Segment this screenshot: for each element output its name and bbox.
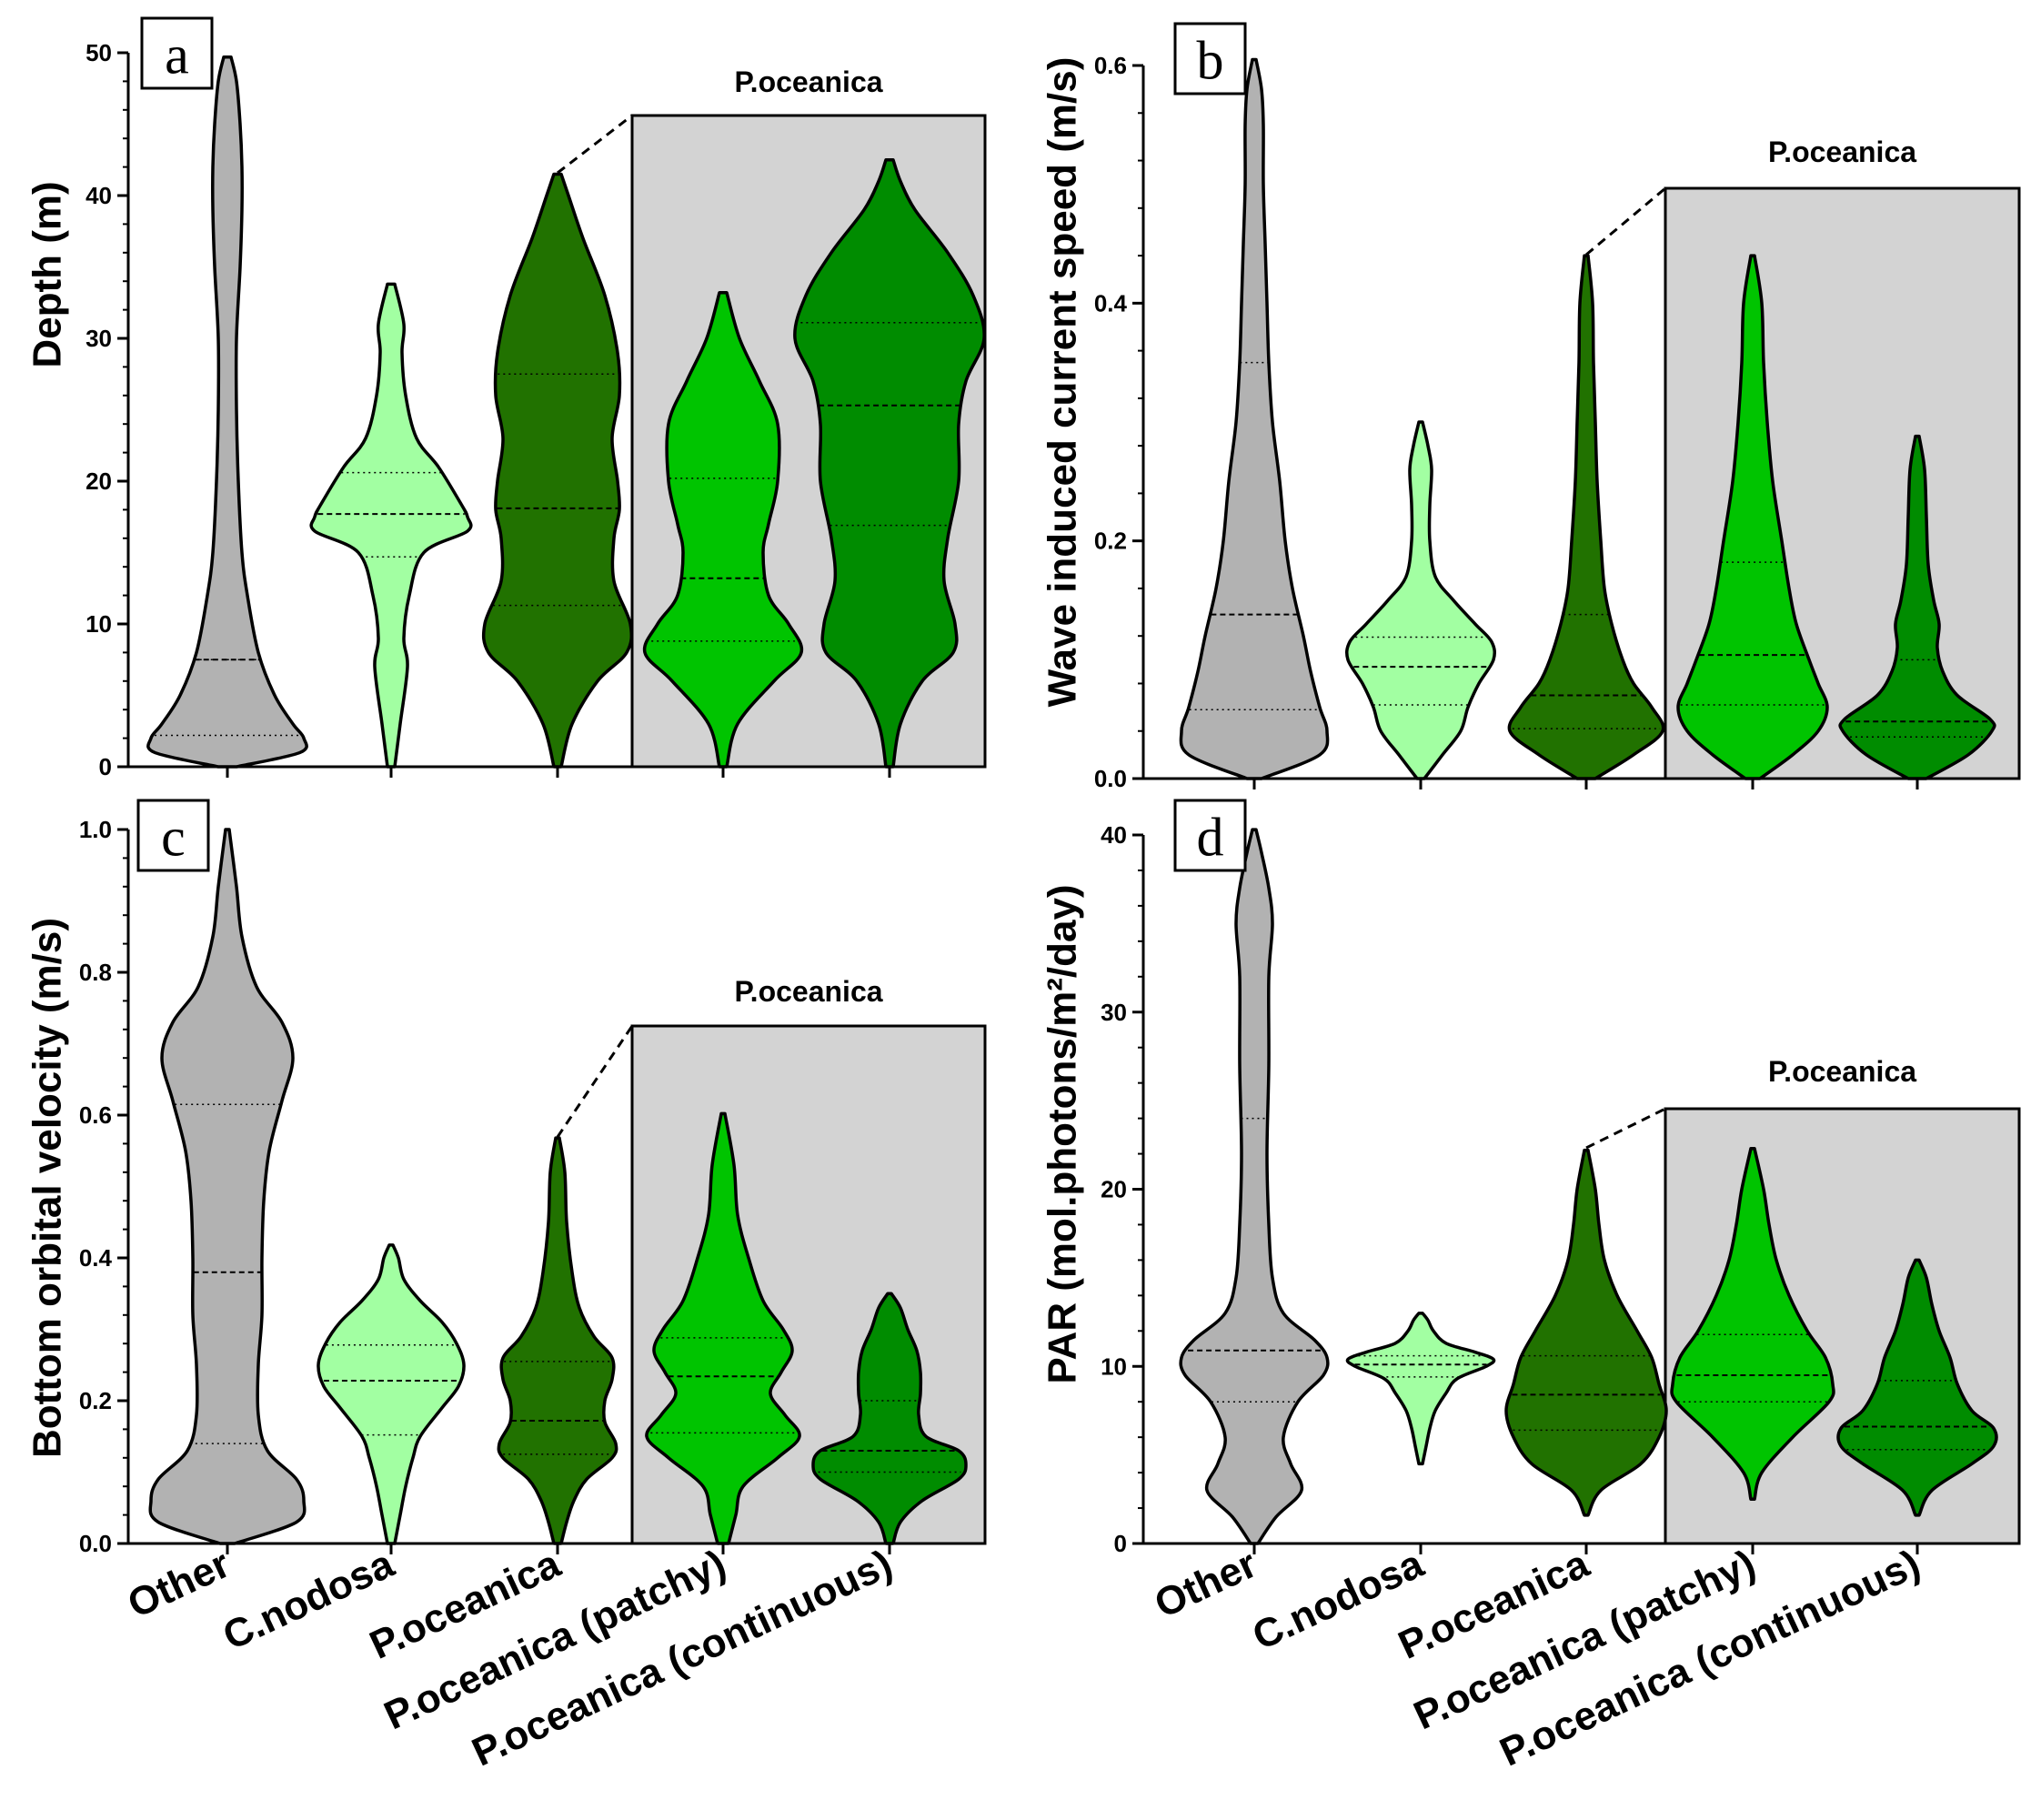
panel-b: Wave induced current speed (m/s) P.ocean…: [1041, 22, 2021, 792]
violin-a-0: [146, 55, 308, 769]
ylabel-b: Wave induced current speed (m/s): [1041, 57, 1085, 708]
violin-c-1: [317, 1243, 466, 1545]
xtick-label-c-0: Other: [121, 1542, 236, 1627]
inset-connector-b: [1585, 186, 1666, 256]
violin-b-1: [1344, 420, 1497, 780]
inset-title-d: P.oceanica: [1768, 1055, 1916, 1088]
ytick-label-c-4: 0.8: [79, 959, 112, 986]
ytick-label-d-1: 10: [1101, 1352, 1127, 1380]
violin-d-3: [1670, 1146, 1835, 1502]
ytick-label-d-0: 0: [1114, 1530, 1127, 1557]
panel-letter-d: d: [1197, 808, 1224, 868]
violin-d-2: [1504, 1148, 1668, 1517]
ytick-label-c-3: 0.6: [79, 1101, 112, 1129]
violin-a-4: [793, 158, 986, 769]
ytick-label-d-4: 40: [1101, 821, 1127, 849]
panel-letter-box-b: [1173, 22, 1247, 96]
panel-a: Depth (m) P.oceanica 0 10 20 30 40 50 a: [25, 16, 987, 780]
panel-letter-box-a: [140, 16, 214, 90]
ytick-label-b-3: 0.6: [1094, 52, 1127, 79]
ylabel-a: Depth (m): [25, 181, 70, 367]
panel-letter-c: c: [161, 808, 186, 868]
violin-d-0: [1179, 828, 1330, 1545]
inset-title-b: P.oceanica: [1768, 136, 1916, 168]
ytick-label-d-3: 30: [1101, 999, 1127, 1026]
violin-b-4: [1838, 434, 1996, 780]
violin-a-2: [481, 172, 634, 769]
violin-b-0: [1179, 57, 1330, 780]
ytick-label-d-2: 20: [1101, 1176, 1127, 1203]
panel-letter-box-d: [1173, 799, 1247, 872]
violin-b-3: [1676, 254, 1829, 780]
ytick-label-b-1: 0.2: [1094, 528, 1127, 555]
violin-a-1: [309, 282, 473, 769]
violin-d-1: [1345, 1312, 1496, 1466]
violin-c-3: [645, 1111, 801, 1545]
violin-d-4: [1836, 1258, 1998, 1517]
ytick-label-a-1: 10: [85, 610, 112, 638]
ytick-label-c-1: 0.2: [79, 1387, 112, 1414]
ytick-label-a-2: 20: [85, 468, 112, 495]
ytick-label-c-5: 1.0: [79, 816, 112, 843]
inset-connector-d: [1585, 1107, 1666, 1150]
panel-letter-b: b: [1197, 31, 1224, 91]
violin-b-2: [1507, 254, 1665, 780]
panel-c: Bottom orbital velocity (m/s) P.oceanica…: [25, 799, 987, 1557]
ylabel-d: PAR (mol.photons/m²/day): [1041, 884, 1085, 1383]
ytick-label-a-5: 50: [85, 39, 112, 66]
ytick-label-a-0: 0: [99, 753, 112, 780]
ytick-label-b-0: 0.0: [1094, 765, 1127, 792]
ytick-label-c-0: 0.0: [79, 1530, 112, 1557]
ytick-label-b-2: 0.4: [1094, 289, 1128, 317]
violin-c-0: [148, 828, 307, 1545]
panel-d: PAR (mol.photons/m²/day) P.oceanica 0 10 20…: [1041, 799, 2021, 1557]
xtick-label-d-0: Other: [1148, 1542, 1263, 1627]
violin-c-4: [811, 1292, 968, 1545]
ytick-label-c-2: 0.4: [79, 1244, 113, 1272]
ytick-label-a-4: 40: [85, 182, 112, 209]
panel-letter-box-c: [136, 799, 210, 872]
inset-title-c: P.oceanica: [734, 975, 882, 1008]
inset-title-a: P.oceanica: [734, 65, 882, 98]
panel-letter-a: a: [165, 25, 189, 85]
inset-connector-c: [556, 1025, 634, 1138]
ylabel-c: Bottom orbital velocity (m/s): [25, 918, 70, 1458]
violin-a-3: [642, 291, 804, 769]
inset-connector-a: [557, 114, 633, 175]
ytick-label-a-3: 30: [85, 325, 112, 352]
violin-c-2: [497, 1136, 618, 1545]
